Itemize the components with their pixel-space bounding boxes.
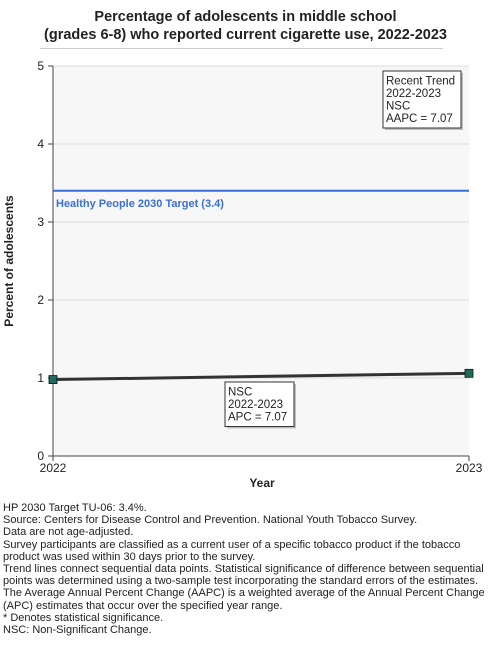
footnote-age-adjust: Data are not age-adjusted. (3, 526, 134, 539)
footnotes: HP 2030 Target TU-06: 3.4%. Source: Cent… (3, 502, 491, 636)
footnote-current-user: Survey participants are classified as a … (3, 538, 461, 563)
y-axis-title: Percent of adolescents (2, 195, 16, 327)
segment-trend-box-line: NSC (228, 387, 252, 399)
segment-trend-box-line: 2022-2023 (228, 399, 283, 411)
x-tick-label: 2023 (456, 461, 483, 475)
recent-trend-box-line: NSC (386, 101, 410, 113)
x-tick-label: 2022 (40, 461, 67, 475)
recent-trend-box-line: Recent Trend (386, 76, 455, 88)
data-point (48, 375, 58, 384)
footnote-aapc: The Average Annual Percent Change (AAPC)… (3, 587, 485, 612)
footnote-target: HP 2030 Target TU-06: 3.4%. (3, 502, 147, 514)
chart-title-line-1: Percentage of adolescents in middle scho… (94, 9, 397, 25)
target-label: Healthy People 2030 Target (3.4) (56, 198, 224, 210)
y-tick-label: 3 (37, 215, 44, 229)
line-chart: Healthy People 2030 Target (3.4) Recent … (2, 59, 483, 490)
segment-trend-box-frame (224, 381, 295, 427)
recent-trend-box-frame (382, 70, 462, 129)
recent-trend-box-line: 2022-2023 (386, 88, 441, 100)
footnote-source: Source: Centers for Disease Control and … (3, 514, 418, 527)
footnote-trend-lines: Trend lines connect sequential data poin… (3, 563, 484, 588)
y-tick-label: 4 (37, 137, 44, 151)
y-tick-label: 5 (37, 59, 44, 73)
y-tick-label: 2 (37, 293, 44, 307)
data-point (464, 368, 474, 378)
footnote-significance: * Denotes statistical significance. (3, 611, 164, 624)
y-tick-label: 1 (37, 371, 44, 385)
y-tick-label: 0 (37, 449, 44, 463)
footnote-nsc: NSC: Non-Significant Change. (3, 624, 152, 637)
segment-trend-box-line: APC = 7.07 (228, 412, 287, 424)
x-axis-title: Year (249, 476, 275, 490)
series-line (52, 371, 470, 382)
recent-trend-box-line: AAPC = 7.07 (386, 113, 453, 125)
title-divider (40, 48, 443, 49)
chart-title-line-2: (grades 6-8) who reported current cigare… (44, 27, 447, 43)
chart-title: Percentage of adolescents in middle scho… (0, 8, 491, 44)
